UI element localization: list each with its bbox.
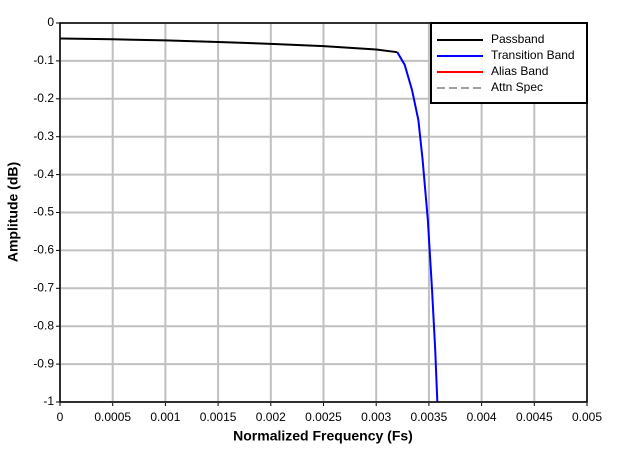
legend-label: Transition Band [491,48,575,62]
plot-frame [59,22,588,403]
y-axis-title: Amplitude (dB) [5,162,21,262]
y-tick-label: -0.3 [33,129,54,143]
series-line [396,51,439,402]
y-tick-label: -0.2 [33,91,54,105]
x-tick-label: 0.005 [572,410,602,424]
y-tick-label: -0.6 [33,243,54,257]
labels: 0 0.0005 0.001 0.0015 0.002 0.0025 0.003 0.0035… [33,15,602,424]
y-tick-label: -0.1 [33,53,54,67]
x-tick-label: 0.004 [467,410,497,424]
y-tick-label: -0.5 [33,205,54,219]
y-tick-label: -0.4 [33,167,54,181]
x-tick-label: 0.0025 [305,410,342,424]
x-axis-title: Normalized Frequency (Fs) [233,428,413,444]
y-tick-label: -0.8 [33,318,54,332]
x-tick-label: 0.0035 [411,410,448,424]
legend: Passband Transition Band Alias Band Attn Sp… [430,22,588,104]
legend-box [430,22,588,104]
x-tick-label: 0.003 [361,410,391,424]
legend-label: Attn Spec [491,80,543,94]
y-tick-label: 0 [47,15,54,29]
x-tick-label: 0.0045 [516,410,553,424]
x-tick-label: 0.0015 [200,410,237,424]
y-tick-label: -1 [43,394,54,408]
y-tick-label: -0.7 [33,280,54,294]
y-tick-label: -0.9 [33,356,54,370]
x-tick-label: 0.001 [150,410,180,424]
legend-label: Alias Band [491,64,548,78]
x-tick-label: 0 [57,410,64,424]
plot-lines [60,37,439,402]
series-line [60,37,398,54]
legend-label: Passband [491,32,544,46]
x-tick-label: 0.0005 [94,410,131,424]
grid [56,22,588,406]
x-tick-label: 0.002 [256,410,286,424]
